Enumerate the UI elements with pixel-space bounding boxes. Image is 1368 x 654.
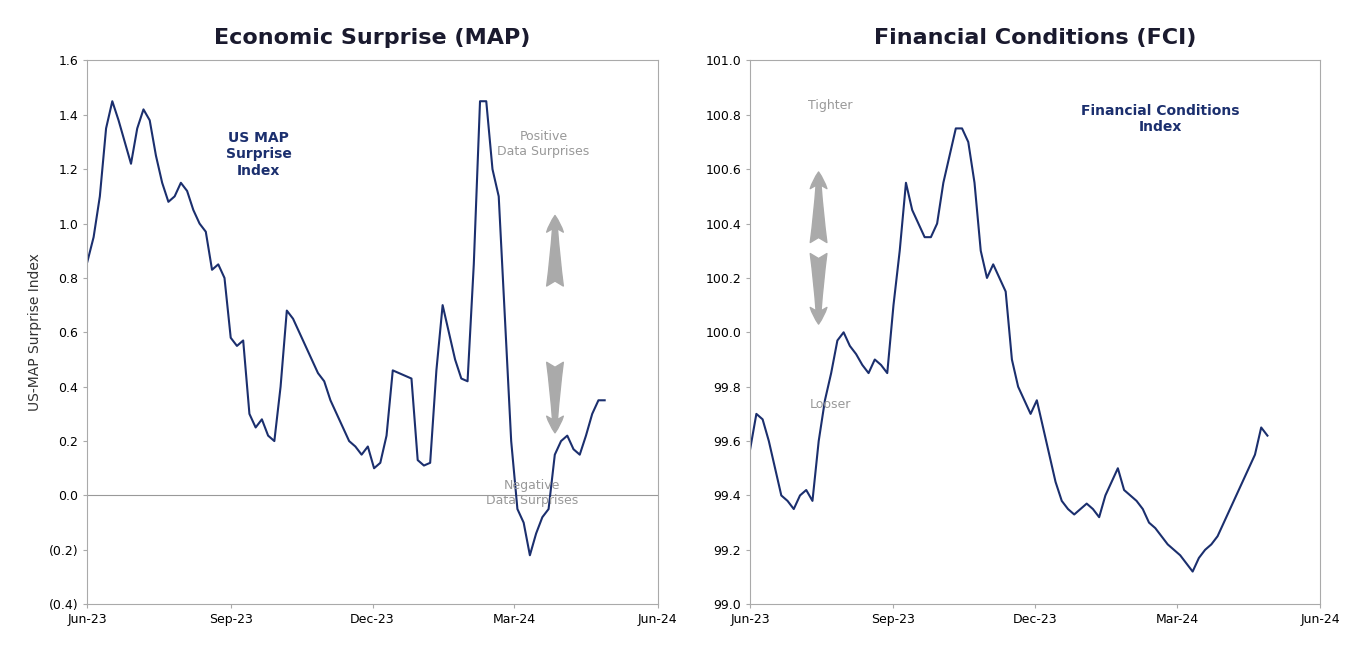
Title: Economic Surprise (MAP): Economic Surprise (MAP) (215, 27, 531, 48)
Y-axis label: US-MAP Surprise Index: US-MAP Surprise Index (27, 253, 42, 411)
Title: Financial Conditions (FCI): Financial Conditions (FCI) (874, 27, 1197, 48)
Text: Financial Conditions
Index: Financial Conditions Index (1082, 104, 1239, 134)
Text: Tighter: Tighter (807, 99, 852, 111)
Text: Positive
Data Surprises: Positive Data Surprises (498, 130, 590, 158)
Text: Looser: Looser (810, 398, 851, 411)
Text: US MAP
Surprise
Index: US MAP Surprise Index (226, 131, 291, 177)
Text: Negative
Data Surprises: Negative Data Surprises (486, 479, 579, 507)
